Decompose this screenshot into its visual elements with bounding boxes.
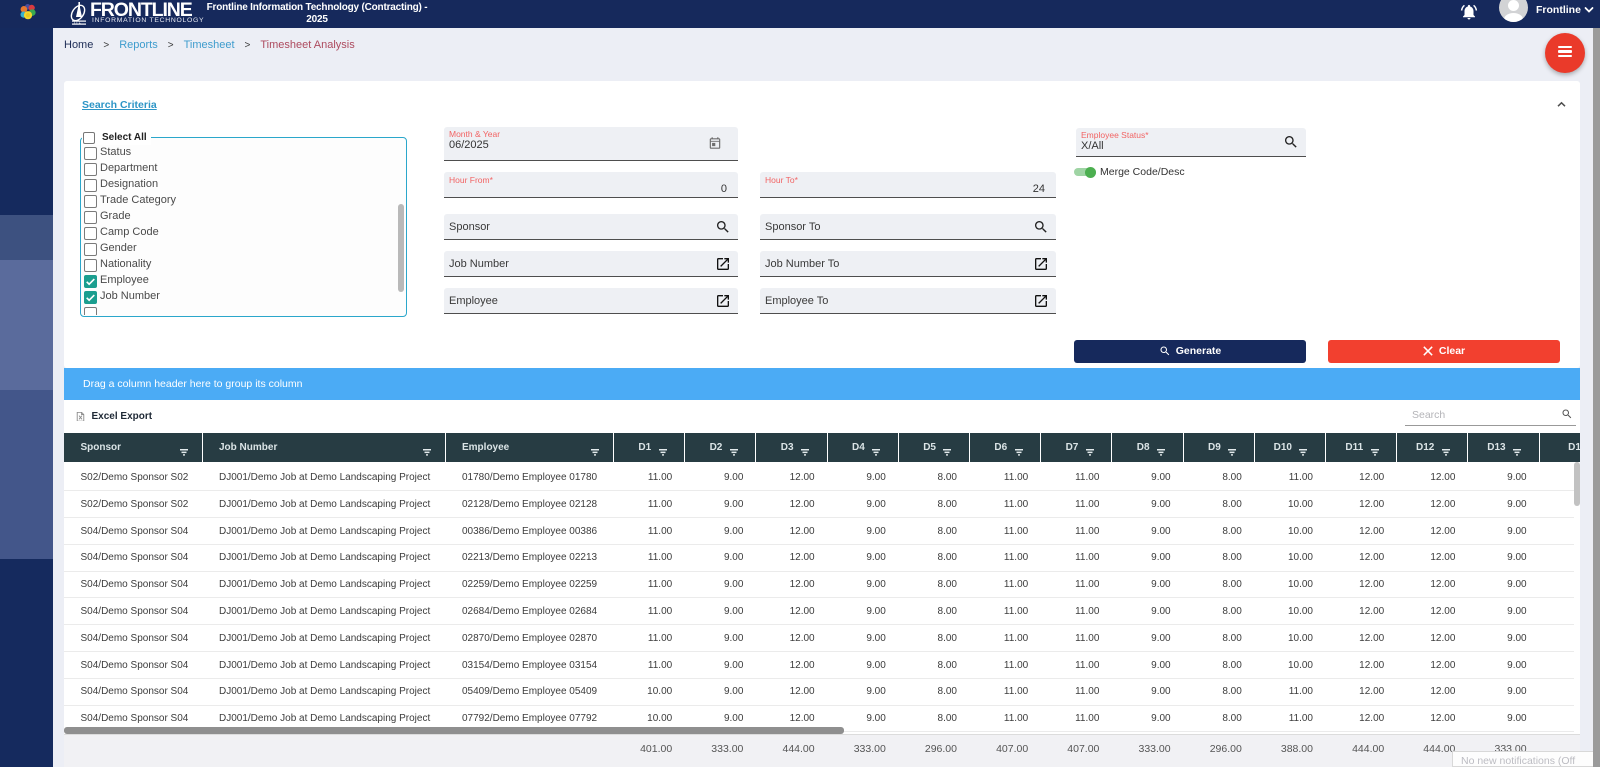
svg-text:I T L: I T L — [74, 20, 81, 24]
